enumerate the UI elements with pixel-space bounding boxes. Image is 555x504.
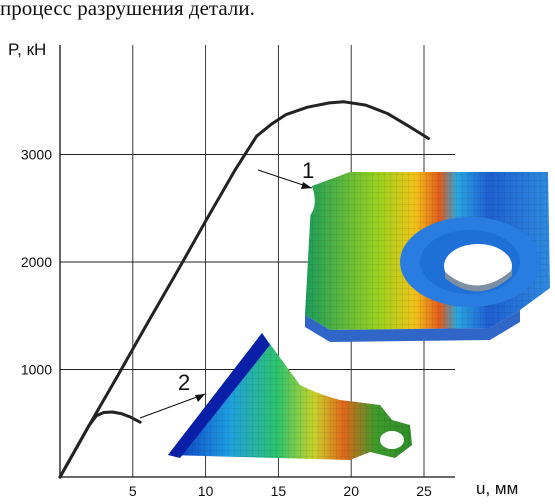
fea-inset-1-image (305, 172, 550, 342)
fea-inset-2-image (168, 333, 412, 460)
annotation-2-arrowhead (195, 394, 205, 402)
x-tick-label: 25 (416, 483, 432, 499)
annotation-1-label: 1 (302, 158, 314, 183)
x-tick-label: 15 (271, 483, 287, 499)
y-axis-label: P, кН (8, 40, 46, 59)
x-tick-label: 20 (343, 483, 359, 499)
axes (59, 45, 455, 478)
annotation-1-arrowhead (301, 182, 312, 189)
y-tick-label: 3000 (21, 147, 52, 163)
y-tick-label: 2000 (21, 254, 52, 270)
x-tick-label: 10 (198, 483, 214, 499)
annotation-2-label: 2 (178, 370, 190, 395)
x-tick-label: 5 (129, 483, 137, 499)
series-layer (58, 100, 430, 479)
annotation-2-arrow (139, 393, 206, 419)
y-tick-label: 1000 (21, 362, 52, 378)
x-axis-label: u, мм (476, 479, 518, 498)
caption-text: процесс разрушения детали. (0, 0, 255, 20)
annotation-layer: 1 2 (139, 158, 314, 419)
series-line-2 (58, 410, 142, 479)
series-line-1 (58, 100, 430, 479)
